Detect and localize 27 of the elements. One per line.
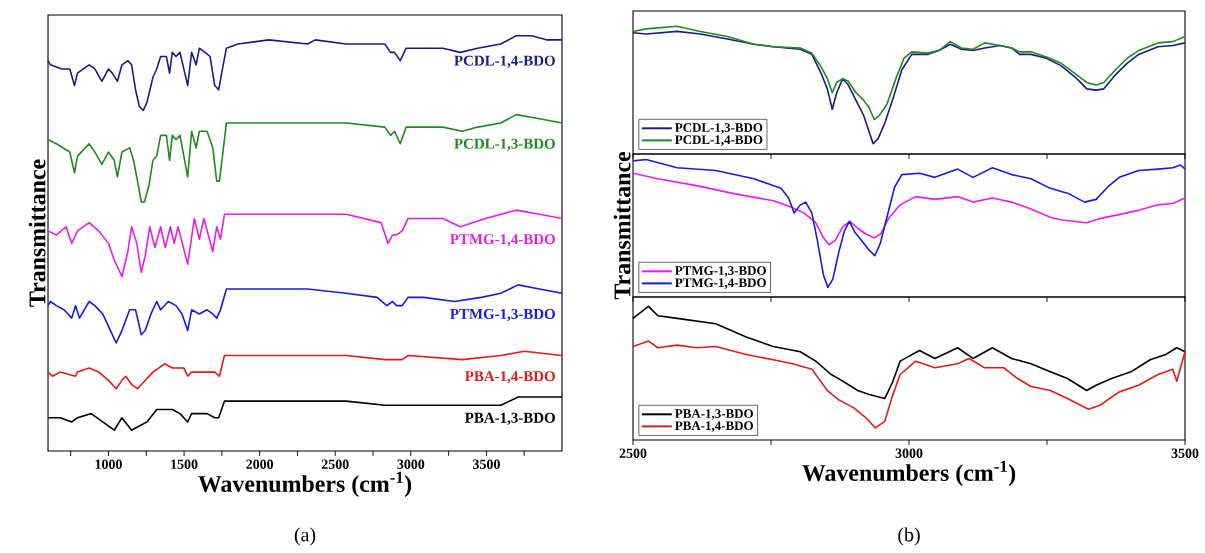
series-label: PBA-1,4-BDO [465,371,555,384]
y-axis-title: Transmittance [28,159,46,307]
legend-label: PBA-1,4-BDO [675,421,753,432]
text: (b) [898,527,920,546]
series-label: PTMG-1,3-BDO [450,308,555,322]
x-tick-label: 2500 [619,448,647,458]
x-tick-label: 3000 [895,448,923,458]
x-axis-title: Wavenumbers (cm$^{-1}$) [802,460,1016,486]
series-label: PTMG-1,4-BDO [450,234,555,247]
x-tick-label: 3500 [1171,448,1199,458]
series-label: PBA-1,3-BDO [465,412,555,425]
series-label: PCDL-1,3-BDO [454,138,555,151]
legend-label: PCDL-1,4-BDO [675,135,763,146]
legend-label: PTMG-1,4-BDO [675,278,766,289]
x-tick-label: 2000 [246,459,274,469]
y-axis-title: Transmittance [613,151,631,300]
legend-label: PTMG-1,3-BDO [675,266,766,277]
x-tick-label: 3500 [473,459,500,469]
x-tick-label: 1000 [95,459,122,469]
text: (a) [294,527,316,546]
x-tick-label: 1500 [171,459,198,469]
x-tick-label: 3000 [397,459,425,469]
x-axis-title: Wavenumbers (cm$^{-1}$) [198,471,412,497]
x-tick-label: 2500 [321,459,349,469]
legend-label: PBA-1,3-BDO [675,409,753,420]
series-label: PCDL-1,4-BDO [454,55,555,68]
legend-label: PCDL-1,3-BDO [675,123,763,134]
